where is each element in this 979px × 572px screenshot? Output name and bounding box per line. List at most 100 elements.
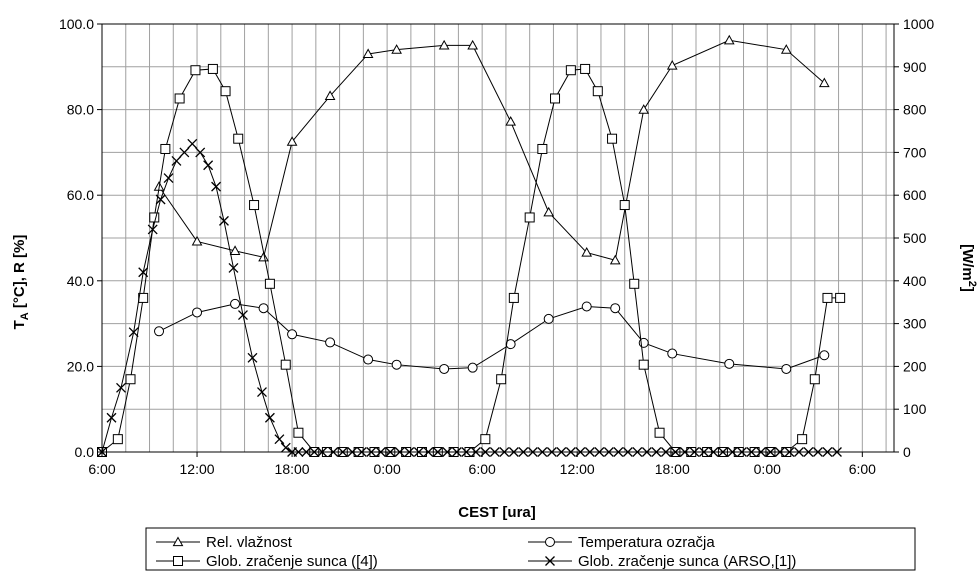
y-left-tick-label: 0.0 [75, 444, 95, 460]
data-point [258, 303, 269, 314]
data-point [467, 362, 478, 373]
y-left-tick-label: 80.0 [67, 102, 94, 118]
data-point [324, 90, 336, 101]
data-point [257, 387, 267, 398]
data-point [610, 303, 621, 314]
legend-entry: Glob. zračenje sunca (ARSO,[1]) [528, 553, 796, 570]
legend-marker [173, 556, 183, 566]
data-point [179, 147, 190, 158]
legend-box [145, 527, 916, 571]
data-point [638, 359, 649, 370]
y-right-tick-label: 700 [903, 144, 927, 160]
y-right-tick-label: 800 [903, 102, 927, 118]
series-circle [154, 298, 830, 374]
data-point [543, 206, 555, 217]
data-point [467, 39, 479, 50]
y-axis-left-label: TA [°C], R [%] [11, 235, 31, 330]
x-tick-label: 12:00 [180, 461, 215, 477]
data-point [207, 63, 218, 74]
data-point [274, 434, 285, 445]
data-point [106, 412, 117, 423]
data-point [325, 337, 336, 348]
legend-marker [545, 537, 555, 547]
data-point [238, 310, 248, 320]
y-axis-left-label-rest: [°C], R [%] [11, 235, 28, 313]
y-axis-right-label-superscript: 2 [966, 281, 978, 287]
data-point [203, 160, 214, 171]
y-right-tick-label: 500 [903, 230, 927, 246]
data-point [233, 133, 244, 144]
data-point [219, 215, 229, 226]
x-tick-label: 6:00 [88, 461, 115, 477]
data-point [249, 200, 260, 211]
legend-entry: Glob. zračenje sunca ([4]) [156, 553, 378, 570]
data-point [439, 363, 450, 374]
y-right-tick-label: 100 [903, 401, 927, 417]
data-point [149, 212, 160, 223]
data-point [592, 86, 603, 97]
legend-entry: Rel. vlažnost [156, 534, 293, 551]
data-point [138, 267, 149, 278]
data-point [147, 224, 158, 235]
y-axis-right-label: [W/m2] [959, 244, 978, 292]
x-tick-label: 18:00 [275, 461, 310, 477]
y-axis-left-label-main: T [11, 320, 28, 329]
data-point [190, 65, 201, 76]
data-point [780, 44, 792, 54]
x-tick-label: 6:00 [849, 461, 876, 477]
data-point [809, 374, 820, 385]
data-point [286, 136, 298, 146]
data-point [438, 39, 450, 50]
data-point [505, 116, 517, 126]
data-point [171, 156, 182, 166]
data-point [391, 44, 402, 54]
data-point [192, 307, 203, 318]
y-axis-left-label-subscript: A [19, 312, 31, 320]
data-point [666, 59, 678, 70]
series-x [97, 138, 842, 457]
data-point [247, 352, 258, 363]
y-left-tick-label: 20.0 [67, 358, 94, 374]
data-point [638, 104, 650, 114]
data-point [822, 292, 833, 303]
data-point [550, 93, 561, 104]
data-point [781, 363, 792, 374]
data-point [496, 374, 507, 385]
x-tick-label: 0:00 [373, 461, 400, 477]
data-point [155, 194, 166, 205]
data-point [287, 329, 298, 340]
y-left-tick-label: 100.0 [59, 16, 94, 32]
y-right-tick-label: 0 [903, 444, 911, 460]
y-right-tick-label: 300 [903, 316, 927, 332]
data-point [280, 359, 291, 370]
data-point [537, 143, 548, 154]
legend-label: Glob. zračenje sunca ([4]) [206, 553, 378, 570]
data-point [230, 298, 241, 309]
x-tick-label: 12:00 [560, 461, 595, 477]
legend-marker [172, 536, 184, 547]
tick-labels: 6:00 12:00 18:00 0:00 6:00 12:00 18:00 0:00 6:00… [59, 16, 934, 477]
y-axis-right-label-rest: ] [959, 287, 976, 292]
legend-entry: Temperatura ozračja [528, 534, 715, 551]
data-point [565, 65, 576, 76]
legend-label: Temperatura ozračja [578, 534, 715, 551]
legend-marker [545, 556, 555, 566]
data-point [362, 48, 374, 59]
data-point [819, 350, 830, 361]
data-point [112, 434, 123, 445]
data-point [293, 427, 304, 438]
data-point [228, 263, 239, 273]
data-point [116, 382, 126, 393]
data-point [580, 63, 591, 74]
data-point [667, 348, 678, 359]
data-point [609, 254, 621, 265]
data-point [264, 412, 275, 423]
data-point [508, 292, 519, 303]
data-point [818, 77, 830, 88]
data-point [128, 327, 139, 338]
y-right-tick-label: 200 [903, 358, 927, 374]
y-left-tick-label: 60.0 [67, 187, 94, 203]
data-point [125, 374, 136, 385]
legend-label: Rel. vlažnost [206, 534, 293, 551]
